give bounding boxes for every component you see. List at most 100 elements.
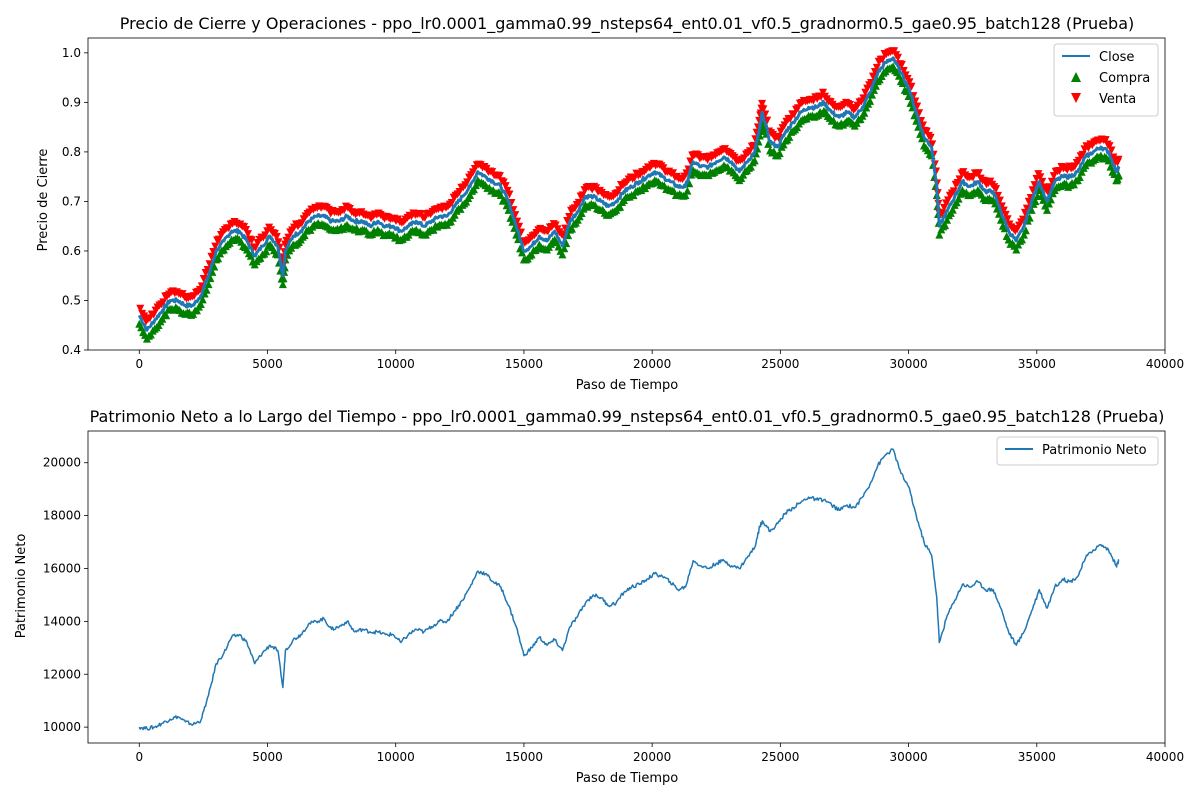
price-chart-venta-marker [759, 105, 768, 114]
price-chart-compra-marker [1035, 186, 1044, 195]
price-chart-title: Precio de Cierre y Operaciones - ppo_lr0… [120, 14, 1134, 34]
net-worth-chart-x-axis-label: Paso de Tiempo [576, 771, 679, 786]
price-chart-compra-marker [456, 204, 465, 213]
price-chart-compra-marker [278, 280, 287, 289]
price-chart-venta-marker [159, 298, 168, 307]
price-chart: Precio de Cierre y Operaciones - ppo_lr0… [36, 14, 1184, 393]
price-chart-venta-marker [955, 175, 964, 184]
price-chart-venta-marker [774, 134, 783, 143]
price-chart-venta-marker [242, 225, 251, 234]
price-chart-y-tick-label: 1.0 [62, 46, 81, 60]
price-chart-x-tick-label: 15000 [505, 357, 543, 371]
price-chart-compra-marker [954, 194, 963, 203]
price-chart-venta-marker [574, 198, 583, 207]
net-worth-chart-legend-box [996, 436, 1159, 466]
net-worth-chart-y-tick-label: 20000 [43, 456, 81, 470]
price-chart-compra-marker [300, 231, 309, 240]
price-chart-venta-marker [272, 232, 281, 241]
price-chart-compra-marker [1000, 224, 1009, 233]
price-chart-compra-marker [158, 314, 167, 323]
price-chart-compra-marker [450, 210, 459, 219]
price-chart-compra-marker [681, 190, 690, 199]
price-chart-compra-marker [204, 280, 213, 289]
price-chart-y-tick-label: 0.6 [62, 244, 81, 258]
net-worth-chart-y-tick-label: 16000 [43, 561, 81, 575]
price-chart-legend-box [1053, 43, 1159, 117]
price-chart-compra-marker [935, 230, 944, 239]
price-chart-y-tick-label: 0.9 [62, 95, 81, 109]
price-chart-x-tick-label: 20000 [633, 357, 671, 371]
net-worth-chart-y-tick-label: 10000 [43, 720, 81, 734]
price-chart-compra-marker [941, 221, 950, 230]
price-chart-venta-marker [495, 172, 504, 181]
price-chart-compra-marker [996, 215, 1005, 224]
price-chart-venta-marker [999, 206, 1008, 215]
price-chart-series-group [135, 47, 1123, 343]
price-chart-x-tick-label: 10000 [377, 357, 415, 371]
price-chart-series-line-close [137, 56, 1121, 332]
price-chart-y-axis-label: Precio de Cierre [36, 149, 51, 252]
price-chart-compra-marker [948, 205, 957, 214]
price-chart-venta-marker [1030, 181, 1039, 190]
price-chart-venta-marker [922, 127, 931, 136]
price-chart-venta-marker [247, 236, 256, 245]
price-chart-compra-marker [764, 139, 773, 148]
price-chart-venta-marker [1107, 146, 1116, 155]
price-chart-legend-compra-swatch [1071, 72, 1081, 82]
price-chart-compra-marker [1012, 245, 1021, 254]
net-worth-chart-legend-patrimonio-neto-label: Patrimonio Neto [1042, 443, 1147, 458]
price-chart-compra-marker [214, 254, 223, 263]
price-chart-compra-marker [1044, 199, 1053, 208]
net-worth-chart-y-axis-label: Patrimonio Neto [14, 534, 29, 639]
price-chart-venta-marker [897, 60, 906, 69]
price-chart-compra-marker [527, 250, 536, 259]
price-chart-compra-marker [860, 108, 869, 117]
price-chart-compra-marker [683, 186, 692, 195]
price-chart-compra-marker [518, 248, 527, 257]
price-chart-compra-marker [746, 162, 755, 171]
price-chart-compra-marker [871, 81, 880, 90]
price-chart-x-axis-label: Paso de Tiempo [576, 378, 679, 393]
price-chart-compra-marker [429, 225, 438, 234]
price-chart-compra-marker [196, 299, 205, 308]
price-chart-legend-venta-label: Venta [1099, 92, 1136, 107]
price-chart-venta-marker [1019, 215, 1028, 224]
price-chart-venta-marker [949, 187, 958, 196]
price-chart-legend-venta-swatch [1071, 93, 1081, 103]
price-chart-venta-marker [913, 102, 922, 111]
price-chart-compra-marker [866, 96, 875, 105]
price-chart-compra-marker [1021, 226, 1030, 235]
price-chart-compra-marker [775, 149, 784, 158]
price-chart-venta-marker [686, 157, 695, 166]
price-chart-compra-marker [685, 179, 694, 188]
net-worth-chart-x-tick-label: 10000 [377, 750, 415, 764]
price-chart-x-tick-label: 25000 [761, 357, 799, 371]
price-chart-x-tick-label: 5000 [252, 357, 283, 371]
price-chart-frame [87, 37, 1166, 351]
net-worth-chart-x-tick-label: 15000 [505, 750, 543, 764]
price-chart-compra-marker [577, 208, 586, 217]
price-chart-x-tick-label: 35000 [1018, 357, 1056, 371]
price-chart-venta-marker [992, 185, 1001, 194]
price-chart-venta-marker [243, 230, 252, 239]
price-chart-compra-marker [1031, 197, 1040, 206]
price-chart-venta-marker [1038, 177, 1047, 186]
price-chart-compra-marker [1027, 205, 1036, 214]
net-worth-chart-x-tick-label: 5000 [252, 750, 283, 764]
price-chart-venta-marker [905, 78, 914, 87]
price-chart-compra-marker [202, 285, 211, 294]
net-worth-chart: Patrimonio Neto a lo Largo del Tiempo - … [14, 407, 1184, 786]
price-chart-compra-marker [466, 190, 475, 199]
price-chart-venta-marker [1001, 210, 1010, 219]
price-chart-y-tick-label: 0.7 [62, 194, 81, 208]
price-chart-venta-marker [872, 63, 881, 72]
net-worth-chart-x-tick-label: 20000 [633, 750, 671, 764]
price-chart-venta-marker [928, 140, 937, 149]
net-worth-chart-y-tick-label: 14000 [43, 614, 81, 628]
price-chart-venta-marker [926, 133, 935, 142]
net-worth-chart-series-group [138, 448, 1120, 731]
price-chart-compra-marker [162, 311, 171, 320]
price-chart-compra-marker [198, 295, 207, 304]
price-chart-venta-marker [899, 67, 908, 76]
